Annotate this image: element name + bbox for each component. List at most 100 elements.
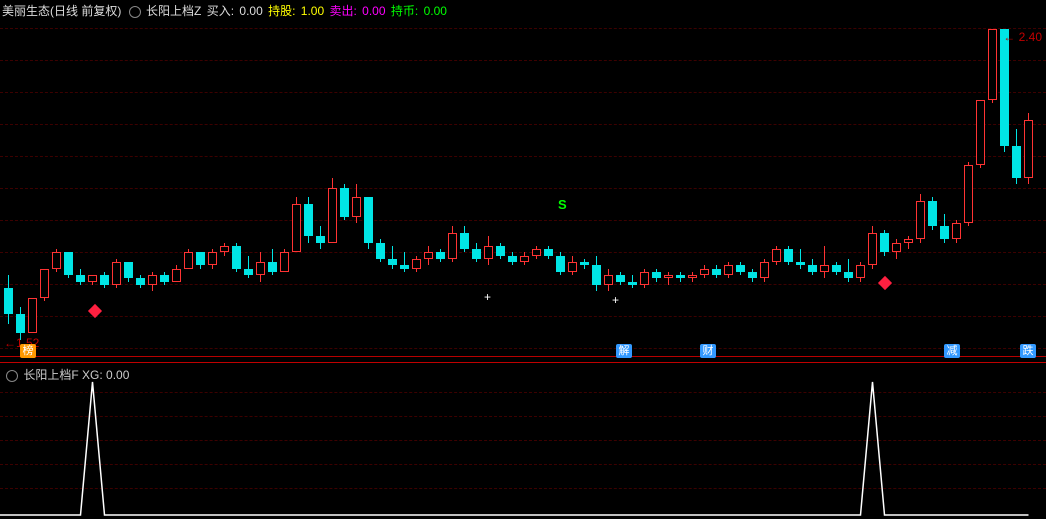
candle[interactable] (808, 16, 817, 356)
candle[interactable] (796, 16, 805, 356)
candle[interactable] (4, 16, 13, 356)
candle[interactable] (412, 16, 421, 356)
candle[interactable] (760, 16, 769, 356)
candle[interactable] (784, 16, 793, 356)
candle[interactable] (64, 16, 73, 356)
candle[interactable] (844, 16, 853, 356)
candle[interactable] (832, 16, 841, 356)
candle[interactable] (208, 16, 217, 356)
event-badge[interactable]: 解 (616, 344, 632, 358)
panel-divider (0, 362, 1046, 363)
candle[interactable] (892, 16, 901, 356)
candle[interactable] (736, 16, 745, 356)
candle[interactable] (868, 16, 877, 356)
candle[interactable] (136, 16, 145, 356)
candle[interactable] (988, 16, 997, 356)
holdcash-label: 持币: (391, 4, 418, 18)
candle[interactable] (640, 16, 649, 356)
candle[interactable] (112, 16, 121, 356)
candle[interactable] (664, 16, 673, 356)
event-badge[interactable]: 财 (700, 344, 716, 358)
candle[interactable] (964, 16, 973, 356)
candle[interactable] (316, 16, 325, 356)
candle[interactable] (856, 16, 865, 356)
event-badge[interactable]: 跌 (1020, 344, 1036, 358)
candlestick-chart[interactable] (0, 16, 1046, 356)
settings-icon[interactable] (6, 370, 18, 382)
candle[interactable] (352, 16, 361, 356)
candle[interactable] (916, 16, 925, 356)
sub-metric-value: 0.00 (106, 368, 129, 382)
sub-indicator-chart[interactable] (0, 370, 1046, 518)
sell-label: 卖出: (329, 4, 356, 18)
event-badge[interactable]: 榜 (20, 344, 36, 358)
candle[interactable] (328, 16, 337, 356)
candle[interactable] (28, 16, 37, 356)
candle[interactable] (448, 16, 457, 356)
candle[interactable] (460, 16, 469, 356)
candle[interactable] (124, 16, 133, 356)
candle[interactable] (628, 16, 637, 356)
candle[interactable] (952, 16, 961, 356)
candle[interactable] (280, 16, 289, 356)
candle[interactable] (220, 16, 229, 356)
candle[interactable] (1012, 16, 1021, 356)
candle[interactable] (472, 16, 481, 356)
candle[interactable] (376, 16, 385, 356)
s-marker: S (558, 197, 567, 212)
candle[interactable] (532, 16, 541, 356)
candle[interactable] (496, 16, 505, 356)
candle[interactable] (544, 16, 553, 356)
candle[interactable] (256, 16, 265, 356)
candle[interactable] (652, 16, 661, 356)
candle[interactable] (100, 16, 109, 356)
candle[interactable] (556, 16, 565, 356)
candle[interactable] (52, 16, 61, 356)
candle[interactable] (16, 16, 25, 356)
candle[interactable] (196, 16, 205, 356)
chart-header: 美丽生态(日线 前复权) 长阳上档Z 买入: 0.00 持股: 1.00 卖出:… (2, 2, 449, 19)
candle[interactable] (148, 16, 157, 356)
candle[interactable] (748, 16, 757, 356)
candle[interactable] (712, 16, 721, 356)
candle[interactable] (400, 16, 409, 356)
candle[interactable] (304, 16, 313, 356)
settings-icon[interactable] (129, 6, 141, 18)
candle[interactable] (676, 16, 685, 356)
candle[interactable] (1024, 16, 1033, 356)
candle[interactable] (976, 16, 985, 356)
candle[interactable] (436, 16, 445, 356)
candle[interactable] (880, 16, 889, 356)
candle[interactable] (508, 16, 517, 356)
candle[interactable] (904, 16, 913, 356)
candle[interactable] (700, 16, 709, 356)
candle[interactable] (772, 16, 781, 356)
candle[interactable] (232, 16, 241, 356)
candle[interactable] (172, 16, 181, 356)
candle[interactable] (592, 16, 601, 356)
sell-value: 0.00 (362, 4, 385, 18)
candle[interactable] (484, 16, 493, 356)
candle[interactable] (1000, 16, 1009, 356)
candle[interactable] (364, 16, 373, 356)
candle[interactable] (388, 16, 397, 356)
candle[interactable] (820, 16, 829, 356)
candle[interactable] (424, 16, 433, 356)
candle[interactable] (160, 16, 169, 356)
candle[interactable] (40, 16, 49, 356)
candle[interactable] (940, 16, 949, 356)
candle[interactable] (268, 16, 277, 356)
candle[interactable] (340, 16, 349, 356)
candle[interactable] (76, 16, 85, 356)
candle[interactable] (244, 16, 253, 356)
candle[interactable] (520, 16, 529, 356)
holdshares-label: 持股: (268, 4, 295, 18)
candle[interactable] (688, 16, 697, 356)
candle[interactable] (292, 16, 301, 356)
candle[interactable] (184, 16, 193, 356)
candle[interactable] (580, 16, 589, 356)
candle[interactable] (724, 16, 733, 356)
candle[interactable] (568, 16, 577, 356)
candle[interactable] (928, 16, 937, 356)
event-badge[interactable]: 减 (944, 344, 960, 358)
